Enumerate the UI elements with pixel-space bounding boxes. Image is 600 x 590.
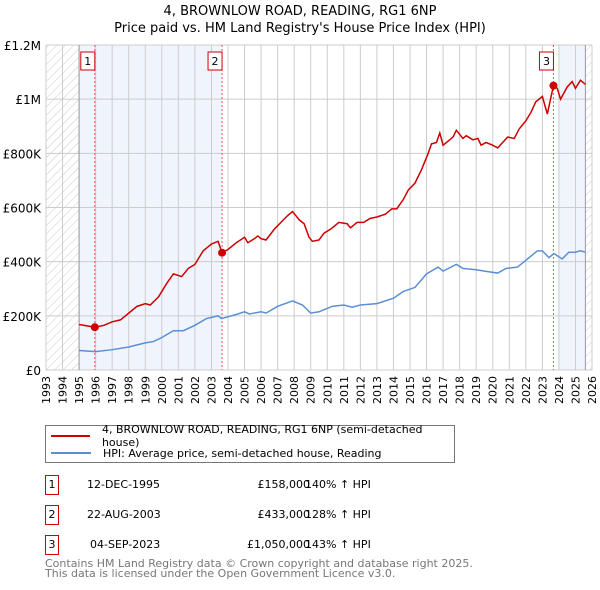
y-tick-label: £0 <box>26 364 41 378</box>
x-tick-label: 2010 <box>321 376 334 404</box>
sale-point <box>549 81 558 90</box>
transaction-number: 3 <box>45 535 59 555</box>
sale-label: 3 <box>543 55 550 68</box>
x-tick-label: 2007 <box>272 376 285 404</box>
x-tick-label: 2020 <box>487 376 500 404</box>
sale-label-box <box>80 51 96 71</box>
y-tick-label: £1M <box>15 93 41 107</box>
transaction-hpi: 128% ↑ HPI <box>305 508 371 521</box>
transaction-row: 2 22-AUG-2003 £433,000 128% ↑ HPI <box>45 505 445 525</box>
transaction-price: £158,000 <box>257 478 311 491</box>
x-tick-label: 1998 <box>123 376 136 404</box>
x-tick-label: 2004 <box>222 376 235 404</box>
chart-subtitle: Price paid vs. HM Land Registry's House … <box>114 21 486 36</box>
property-price-line <box>78 79 586 328</box>
price-chart: 1993 1994 1995 1996 1997 1998 1999 2000 2001 2002… <box>3 39 599 404</box>
transaction-hpi: 143% ↑ HPI <box>305 538 371 551</box>
x-tick-label: 2009 <box>305 376 318 404</box>
x-tick-label: 2006 <box>255 376 268 404</box>
x-tick-label: 1995 <box>73 376 86 404</box>
x-tick-label: 1993 <box>40 376 53 404</box>
x-tick-label: 2012 <box>354 376 367 404</box>
sale-label-box <box>207 51 223 71</box>
x-tick-label: 2000 <box>156 376 169 404</box>
transaction-date: 04-SEP-2023 <box>90 538 161 551</box>
x-tick-label: 2024 <box>553 376 566 404</box>
x-tick-label: 2016 <box>421 376 434 404</box>
sale-point <box>90 323 99 332</box>
x-tick-label: 2001 <box>172 376 185 404</box>
transaction-number: 2 <box>45 505 59 525</box>
legend-label: 4, BROWNLOW ROAD, READING, RG1 6NP (semi… <box>101 423 423 449</box>
x-tick-label: 2014 <box>387 376 400 404</box>
x-tick-label: 2017 <box>437 376 450 404</box>
y-tick-label: £600K <box>3 202 43 216</box>
x-tick-label: 2018 <box>454 376 467 404</box>
x-tick-label: 2013 <box>371 376 384 404</box>
x-tick-label: 2026 <box>586 376 599 404</box>
transaction-hpi: 140% ↑ HPI <box>305 478 371 491</box>
x-tick-label: 2022 <box>520 376 533 404</box>
sale-label: 1 <box>84 55 91 68</box>
legend-item-property: 4, BROWNLOW ROAD, READING, RG1 6NP (semi… <box>46 423 454 449</box>
x-tick-label: 1994 <box>57 376 70 404</box>
transaction-date: 12-DEC-1995 <box>87 478 161 491</box>
legend-swatch-hpi <box>51 452 91 454</box>
sale-label: 2 <box>212 55 219 68</box>
transaction-price: £433,000 <box>257 508 311 521</box>
transaction-price: £1,050,000 <box>247 538 310 551</box>
x-tick-label: 2019 <box>470 376 483 404</box>
sale-point <box>218 248 227 257</box>
y-tick-label: £800K <box>3 147 43 161</box>
x-tick-label: 2021 <box>503 376 516 404</box>
legend-label: HPI: Average price, semi-detached house,… <box>103 446 382 460</box>
legend: 4, BROWNLOW ROAD, READING, RG1 6NP (semi… <box>45 423 455 463</box>
transaction-date: 22-AUG-2003 <box>87 508 161 521</box>
footer-licence: This data is licensed under the Open Gov… <box>45 567 396 580</box>
x-tick-label: 2015 <box>404 376 417 404</box>
x-tick-label: 2002 <box>189 376 202 404</box>
footer-copyright: Contains HM Land Registry data © Crown c… <box>45 557 473 570</box>
x-tick-label: 2008 <box>288 376 301 404</box>
y-tick-label: £1.2M <box>4 39 41 53</box>
x-tick-label: 2023 <box>536 376 549 404</box>
x-tick-label: 1996 <box>90 376 103 404</box>
x-tick-label: 2003 <box>205 376 218 404</box>
hpi-line <box>79 250 586 353</box>
y-tick-label: £200K <box>3 310 43 324</box>
sale-label-box <box>538 51 554 71</box>
x-tick-label: 2025 <box>569 376 582 404</box>
x-tick-label: 2005 <box>239 376 252 404</box>
x-tick-label: 2011 <box>338 376 351 404</box>
transaction-row: 1 12-DEC-1995 £158,000 140% ↑ HPI <box>45 475 445 495</box>
x-tick-label: 1999 <box>139 376 152 404</box>
transaction-number: 1 <box>45 475 59 495</box>
footer: Contains HM Land Registry data © Crown c… <box>45 557 473 580</box>
legend-item-hpi: HPI: Average price, semi-detached house,… <box>46 445 382 461</box>
transaction-row: 3 04-SEP-2023 £1,050,000 143% ↑ HPI <box>45 535 445 555</box>
legend-swatch-property <box>51 435 90 437</box>
y-tick-label: £400K <box>3 256 43 270</box>
x-tick-label: 1997 <box>106 376 119 404</box>
chart-title: 4, BROWNLOW ROAD, READING, RG1 6NP <box>163 4 437 19</box>
